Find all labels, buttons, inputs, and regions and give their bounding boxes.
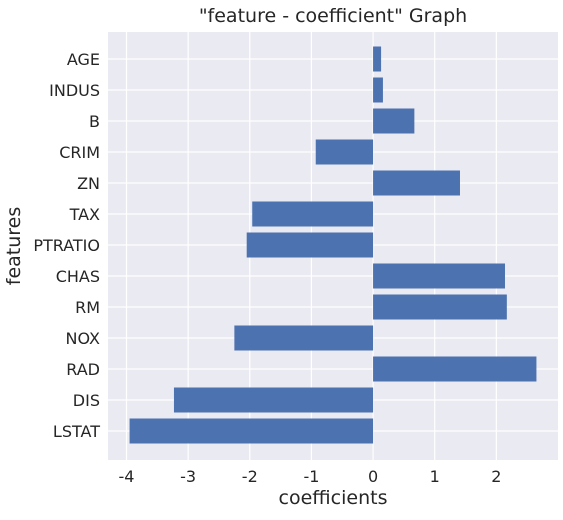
bar-nox xyxy=(234,325,374,351)
y-tick-label: TAX xyxy=(69,205,100,224)
x-tick-labels: -4 -3 -2 -1 0 1 2 xyxy=(119,467,502,486)
bar-tax xyxy=(252,201,374,227)
y-tick-label: DIS xyxy=(73,391,100,410)
y-tick-label: CHAS xyxy=(56,267,100,286)
y-tick-label: B xyxy=(89,112,100,131)
y-tick-label: LSTAT xyxy=(53,422,100,441)
bar-indus xyxy=(373,77,383,103)
x-tick-label: -1 xyxy=(303,467,319,486)
y-tick-label: CRIM xyxy=(59,143,100,162)
y-tick-labels: AGE INDUS B CRIM ZN TAX PTRATIO CHAS RM NOX RAD DIS… xyxy=(33,50,100,441)
x-tick-label: 1 xyxy=(430,467,440,486)
bar-rm xyxy=(373,294,507,320)
bar-crim xyxy=(315,139,374,165)
y-tick-label: NOX xyxy=(66,329,101,348)
y-tick-label: ZN xyxy=(77,174,100,193)
x-tick-label: -2 xyxy=(242,467,258,486)
bar-dis xyxy=(173,387,374,413)
bar-ptratio xyxy=(246,232,374,258)
x-tick-label: 2 xyxy=(491,467,501,486)
bar-zn xyxy=(373,170,460,196)
bar-b xyxy=(373,108,415,134)
y-tick-label: INDUS xyxy=(49,81,100,100)
bar-chas xyxy=(373,263,505,289)
chart-title: "feature - coefficient" Graph xyxy=(199,5,467,27)
y-tick-label: AGE xyxy=(67,50,100,69)
x-tick-label: -3 xyxy=(180,467,196,486)
bar-rad xyxy=(373,356,537,382)
x-axis-label: coefficients xyxy=(279,487,388,509)
bars xyxy=(129,46,537,444)
y-axis-label: features xyxy=(3,207,25,286)
bar-lstat xyxy=(129,418,374,444)
x-tick-label: 0 xyxy=(368,467,378,486)
y-tick-label: PTRATIO xyxy=(33,236,100,255)
y-tick-label: RM xyxy=(75,298,100,317)
bar-age xyxy=(373,46,382,72)
x-tick-label: -4 xyxy=(119,467,135,486)
y-tick-label: RAD xyxy=(66,360,100,379)
